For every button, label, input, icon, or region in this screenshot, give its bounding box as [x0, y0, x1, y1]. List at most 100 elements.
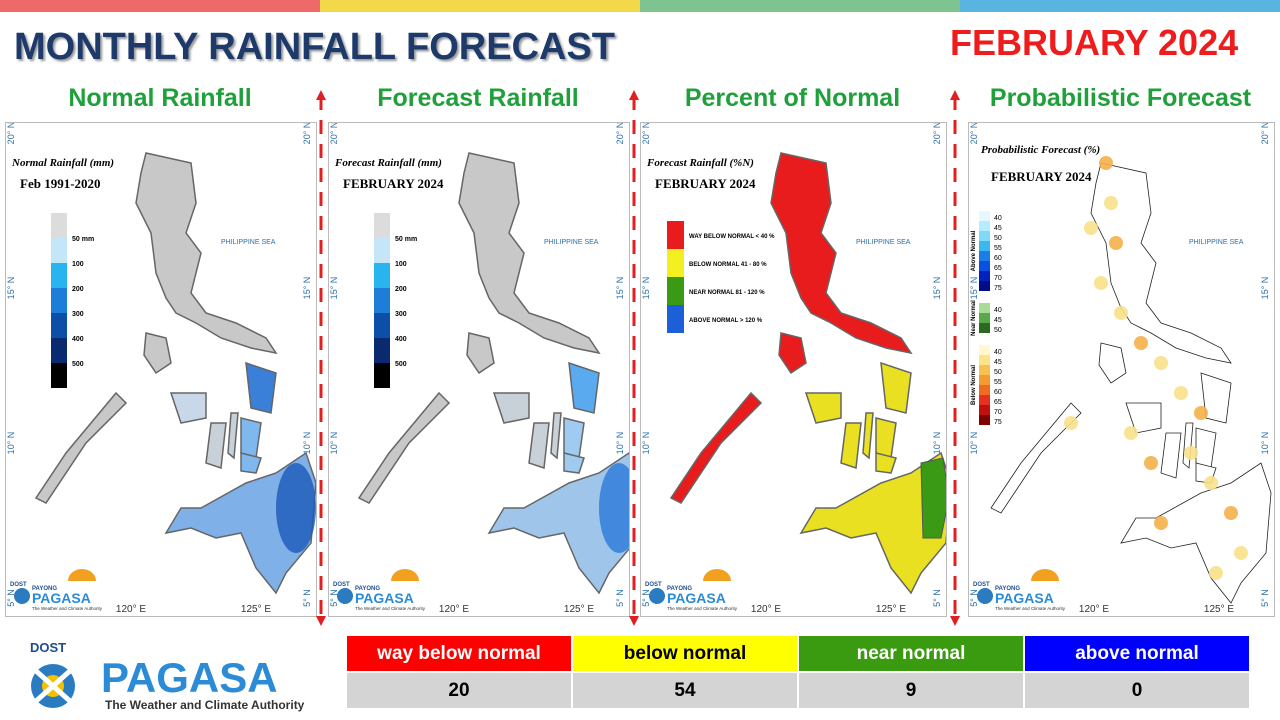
legend-label: 45: [994, 225, 1002, 232]
panel-logo-agency: DOST: [645, 582, 662, 588]
lat-label: 10° N: [641, 432, 651, 455]
lat-label: 20° N: [969, 122, 979, 144]
probability-dot: [1174, 386, 1188, 400]
legend-swatch: [374, 313, 390, 338]
lon-label: 125° E: [241, 604, 271, 615]
legend-label: 60: [994, 389, 1002, 396]
island: [990, 402, 1082, 514]
panel-title: Percent of Normal: [684, 84, 901, 112]
island: [1200, 372, 1232, 424]
legend-label: 40: [994, 349, 1002, 356]
lat-label: 15° N: [302, 277, 312, 300]
panel-logo-agency: DOST: [333, 582, 350, 588]
map: [669, 152, 946, 595]
legend-label: 70: [994, 409, 1002, 416]
panel-logo-agency: DOST: [973, 582, 990, 588]
lon-label: 125° E: [876, 604, 906, 615]
island: [862, 412, 874, 460]
legend-group-label: Near Normal: [971, 300, 977, 336]
legend-swatch: [51, 363, 67, 388]
lat-label: 10° N: [329, 432, 339, 455]
legend-swatch: [979, 385, 990, 395]
logo-icon: [337, 588, 353, 604]
table-header: above normal: [1025, 636, 1249, 671]
island: [169, 392, 207, 424]
lat-label: 5° N: [329, 589, 339, 607]
island: [778, 332, 807, 375]
island: [804, 392, 842, 424]
island: [466, 332, 495, 375]
panel-logo-name: PAGASA: [32, 590, 91, 606]
legend-label: WAY BELOW NORMAL < 40 %: [689, 234, 775, 240]
legend-swatch: [979, 415, 990, 425]
legend-swatch: [374, 213, 390, 238]
island: [240, 452, 262, 474]
legend-swatch: [979, 251, 990, 261]
island: [550, 412, 562, 460]
sea-label: PHILIPPINE SEA: [544, 239, 599, 246]
lat-label: 5° N: [615, 589, 625, 607]
lon-label: 120° E: [439, 604, 469, 615]
lat-label: 10° N: [1260, 432, 1270, 455]
logo: DOST PAGASA The Weather and Climate Auth…: [15, 640, 310, 716]
top-bar: [0, 0, 320, 12]
lat-label: 20° N: [329, 122, 339, 144]
legend-label: 300: [72, 311, 84, 318]
map: [357, 152, 629, 595]
legend-swatch: [979, 313, 990, 323]
island: [357, 391, 451, 504]
probability-dot: [1194, 406, 1208, 420]
legend-label: 65: [994, 265, 1002, 272]
table-header: near normal: [799, 636, 1023, 671]
legend-swatch: [374, 238, 390, 263]
map-title: Forecast Rainfall (mm): [334, 157, 442, 169]
island: [487, 452, 629, 595]
lat-label: 15° N: [641, 277, 651, 300]
logo-umbrella: [68, 569, 96, 581]
panel-logo-brand: PAYONG: [355, 586, 380, 592]
probability-dot: [1094, 276, 1108, 290]
legend-swatch: [374, 263, 390, 288]
panel-logo-brand: PAYONG: [32, 586, 57, 592]
logo-umbrella: [391, 569, 419, 581]
table-row: 20 54 9 0: [347, 673, 1249, 708]
island: [135, 152, 278, 355]
legend-label: 200: [395, 286, 407, 293]
lat-label: 20° N: [6, 122, 16, 144]
legend-swatch: [667, 305, 684, 333]
legend-swatch: [979, 211, 990, 221]
table-cell: 9: [799, 673, 1023, 708]
panel-logo-tagline: The Weather and Climate Authority: [667, 606, 738, 611]
panel-logo-brand: PAYONG: [667, 586, 692, 592]
legend-swatch: [979, 355, 990, 365]
map-panel: 20° N 20° N 15° N 15° N 10° N 10° N 5° N 5° N 12…: [968, 122, 1275, 617]
lat-label: 5° N: [6, 589, 16, 607]
legend-label: ABOVE NORMAL > 120 %: [689, 318, 763, 324]
rain-area: [276, 463, 316, 553]
legend-label: 75: [994, 419, 1002, 426]
legend-label: 300: [395, 311, 407, 318]
probability-dot: [1234, 546, 1248, 560]
legend-label: 50: [994, 369, 1002, 376]
legend-group-label: Above Normal: [971, 230, 977, 271]
logo-icon: [977, 588, 993, 604]
legend-label: BELOW NORMAL 41 - 80 %: [689, 262, 767, 268]
lat-label: 5° N: [932, 589, 942, 607]
map-title: Forecast Rainfall (%N): [646, 157, 754, 169]
legend-swatch: [979, 261, 990, 271]
legend-label: 40: [994, 215, 1002, 222]
legend-label: 200: [72, 286, 84, 293]
panel-logo-name: PAGASA: [667, 590, 726, 606]
legend-swatch: [979, 323, 990, 333]
panel-logo-name: PAGASA: [355, 590, 414, 606]
lat-label: 5° N: [302, 589, 312, 607]
legend-group-label: Below Normal: [971, 365, 977, 405]
legend-label: 500: [72, 361, 84, 368]
logo-tagline: The Weather and Climate Authority: [105, 698, 305, 712]
lat-label: 15° N: [932, 277, 942, 300]
island: [1160, 432, 1182, 479]
